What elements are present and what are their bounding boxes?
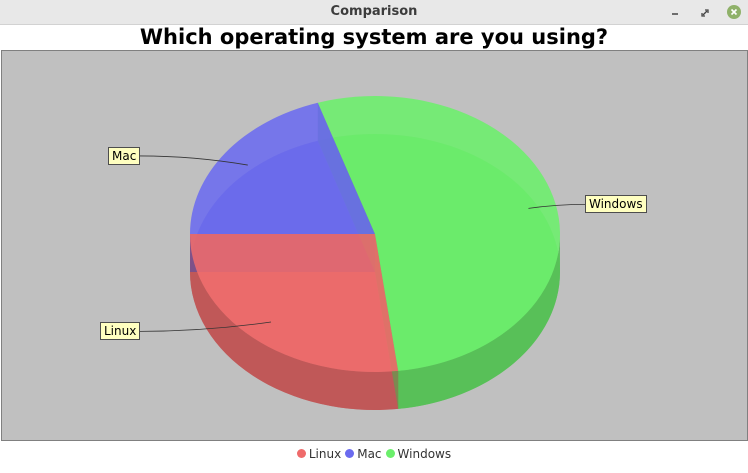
window-title: Comparison [330, 4, 418, 19]
slice-side-windows [398, 234, 560, 409]
leader-line-linux [139, 321, 272, 332]
pie-chart [139, 96, 586, 411]
leader-line-windows [528, 204, 586, 209]
label-mac: Mac [108, 146, 141, 165]
legend-item-windows: Windows [385, 447, 452, 461]
chart-title: Which operating system are you using? [139, 25, 609, 49]
legend: Linux Mac Windows [0, 447, 748, 461]
slice-side-linux [190, 234, 399, 410]
label-linux: Linux [100, 322, 141, 341]
slice-linux [190, 234, 399, 373]
leader-line-mac [139, 155, 248, 166]
minimize-icon[interactable] [666, 3, 684, 21]
legend-swatch-windows [385, 449, 395, 458]
window-titlebar: Comparison [0, 0, 748, 25]
plot-area: Linux Mac Windows [1, 50, 748, 441]
legend-label-mac: Mac [357, 447, 382, 461]
legend-label-linux: Linux [308, 447, 342, 461]
label-windows: Windows [585, 195, 647, 214]
legend-swatch-mac [345, 449, 355, 458]
legend-item-linux: Linux [296, 447, 342, 461]
legend-item-mac: Mac [345, 447, 382, 461]
restore-icon[interactable] [696, 3, 714, 21]
slice-windows [317, 96, 560, 371]
legend-label-windows: Windows [397, 447, 452, 461]
slice-mac [190, 102, 375, 234]
legend-swatch-linux [296, 449, 306, 458]
close-icon[interactable] [725, 3, 743, 21]
